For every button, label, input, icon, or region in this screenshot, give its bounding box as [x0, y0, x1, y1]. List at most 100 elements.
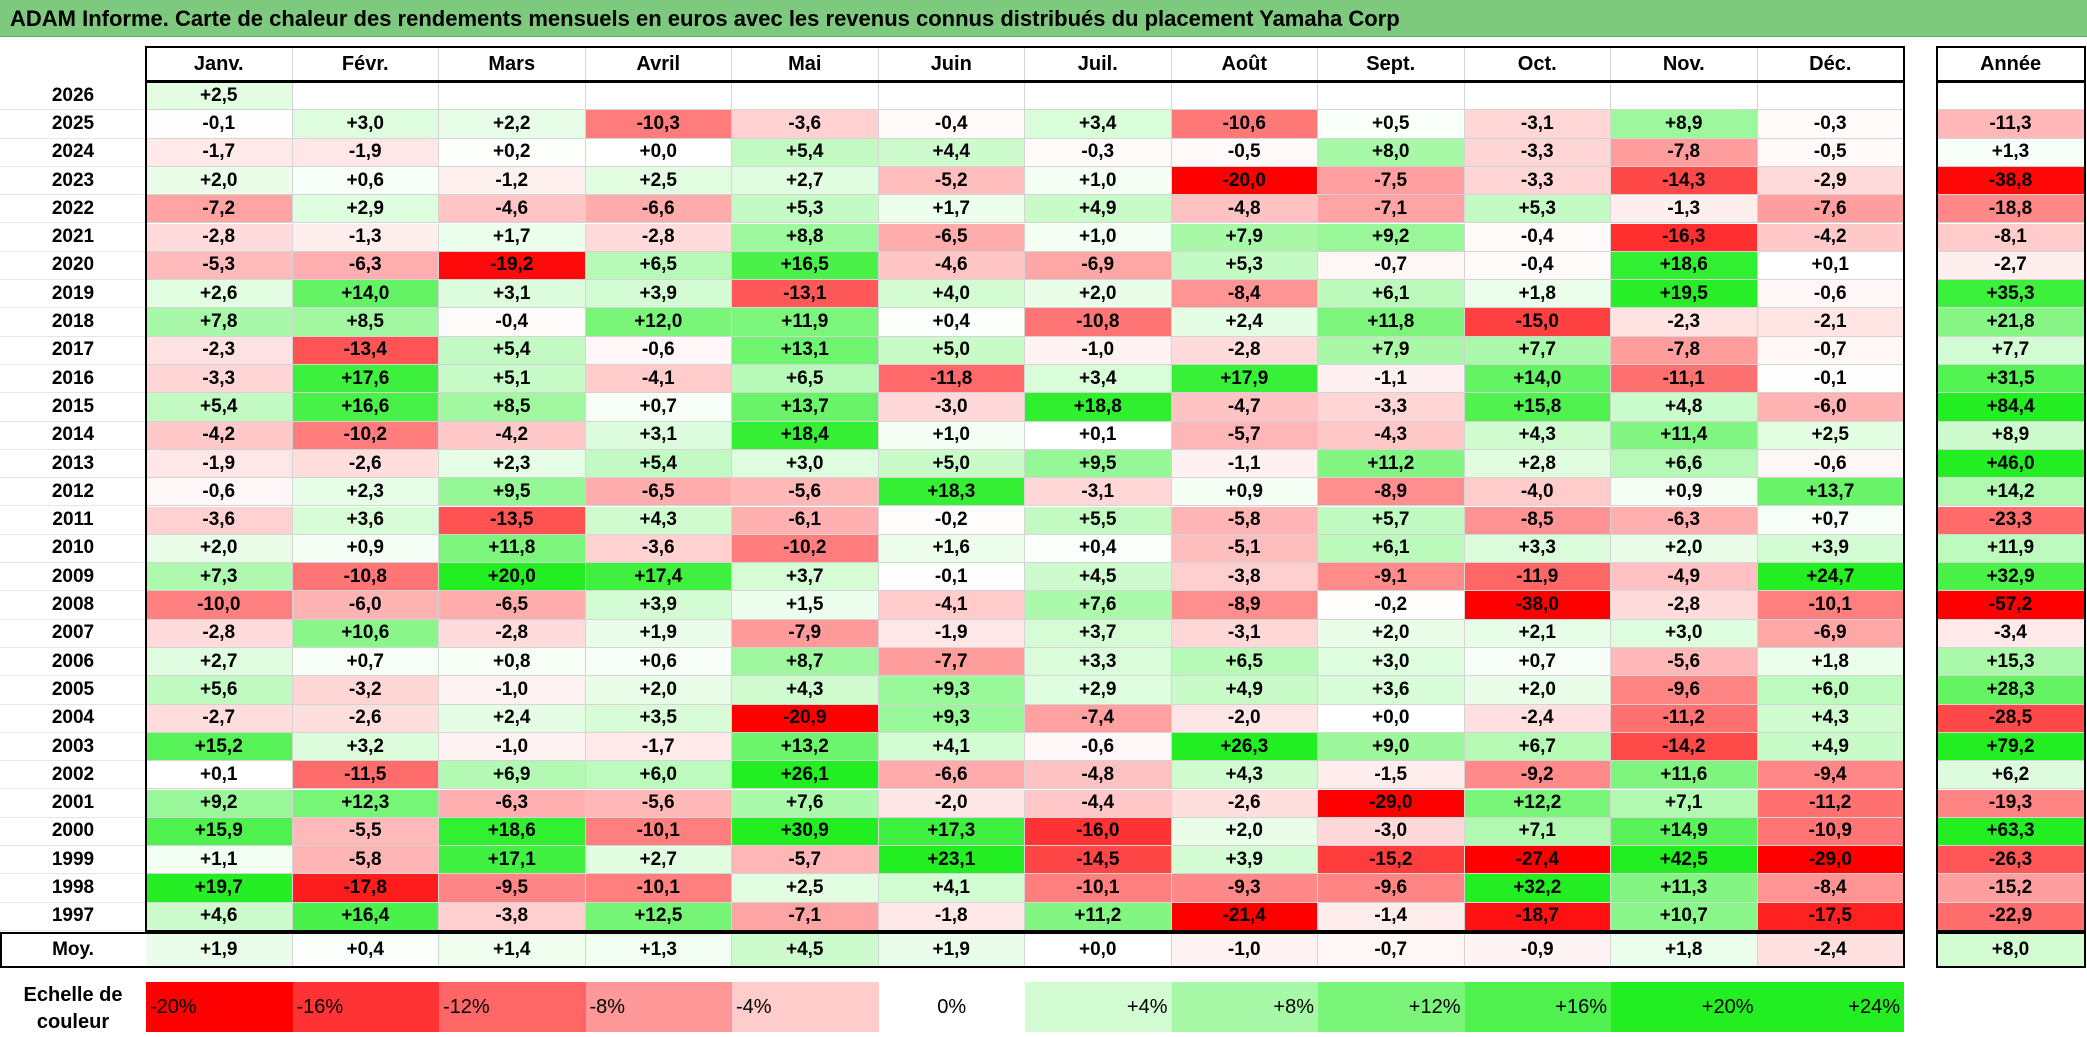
heatmap-cell: +2,5 [146, 82, 293, 111]
average-cell: -0,7 [1318, 934, 1465, 967]
heatmap-cell: -4,9 [1611, 563, 1758, 592]
average-cell: +1,8 [1611, 934, 1758, 967]
heatmap-cell: +5,0 [878, 449, 1025, 479]
annual-cell: +1,3 [1937, 138, 2085, 167]
heatmap-cell: -0,3 [1757, 110, 1904, 139]
heatmap-cell: +0,6 [585, 648, 732, 677]
heatmap-cell: +2,0 [1318, 619, 1465, 648]
heatmap-cell: -4,6 [878, 251, 1025, 281]
heatmap-cell: +13,7 [1757, 478, 1904, 507]
heatmap-cell: -5,6 [1611, 648, 1758, 677]
heatmap-cell: -5,3 [146, 251, 293, 281]
heatmap-cell: +0,7 [292, 648, 439, 677]
heatmap-cell: -4,8 [1171, 195, 1318, 224]
heatmap-cell: -11,2 [1611, 704, 1758, 733]
heatmap-cell: +4,1 [878, 874, 1025, 903]
heatmap-cell: -5,6 [585, 789, 732, 818]
heatmap-cell: -2,7 [146, 704, 293, 733]
heatmap-cell: +14,0 [1464, 365, 1611, 394]
heatmap-cell: +9,3 [878, 676, 1025, 705]
row-year-label: 2005 [0, 676, 146, 705]
heatmap-cell: -11,9 [1464, 563, 1611, 592]
heatmap-cell: +14,0 [292, 280, 439, 309]
heatmap-cell: +5,4 [146, 393, 293, 422]
heatmap-cell: +7,7 [1464, 336, 1611, 365]
row-year-label: 1997 [0, 902, 146, 931]
heatmap-cell: +3,6 [1318, 676, 1465, 705]
average-cell: +1,9 [878, 934, 1025, 967]
heatmap-cell: -14,2 [1611, 732, 1758, 762]
heatmap-cell: -9,2 [1464, 761, 1611, 790]
heatmap-cell: -13,4 [292, 336, 439, 365]
average-cell: -1,0 [1171, 934, 1318, 967]
heatmap-cell: +7,1 [1611, 789, 1758, 818]
row-year-label: 2003 [0, 732, 146, 762]
row-year-label: 2014 [0, 421, 146, 450]
heatmap-cell: -0,6 [1757, 280, 1904, 309]
heatmap-cell: -20,9 [732, 704, 879, 733]
heatmap-cell: +12,2 [1464, 789, 1611, 818]
heatmap-cell: +1,0 [878, 421, 1025, 450]
annual-cell: +6,2 [1937, 761, 2085, 790]
heatmap-cell: -1,7 [585, 732, 732, 762]
color-scale-swatch: -20% [146, 982, 293, 1032]
heatmap-cell: +12,5 [585, 902, 732, 931]
annual-cell: +15,3 [1937, 648, 2085, 677]
heatmap-cell: -7,5 [1318, 166, 1465, 196]
heatmap-cell: +15,9 [146, 817, 293, 847]
heatmap-cell: -0,1 [146, 110, 293, 139]
heatmap-cell: +5,4 [585, 449, 732, 479]
annual-cell: +7,7 [1937, 336, 2085, 365]
heatmap-cell: +8,0 [1318, 138, 1465, 167]
heatmap-cell: +3,4 [1025, 365, 1172, 394]
heatmap-cell: +3,4 [1025, 110, 1172, 139]
heatmap-cell: +2,7 [146, 648, 293, 677]
heatmap-cell: +2,2 [439, 110, 586, 139]
heatmap-cell: +1,6 [878, 534, 1025, 564]
heatmap-cell: -10,1 [585, 817, 732, 847]
heatmap-cell: -1,8 [878, 902, 1025, 931]
heatmap-cell: -18,7 [1464, 902, 1611, 931]
average-row-label: Moy. [0, 934, 146, 967]
heatmap-cell: -7,8 [1611, 138, 1758, 167]
month-header: Sept. [1318, 47, 1465, 82]
heatmap-cell: +4,1 [878, 732, 1025, 762]
heatmap-cell: +3,6 [292, 506, 439, 535]
heatmap-cell: -2,8 [1611, 591, 1758, 620]
heatmap-cell: +5,7 [1318, 506, 1465, 535]
heatmap-cell: +2,1 [1464, 619, 1611, 648]
month-header: Juil. [1025, 47, 1172, 82]
heatmap-cell: +5,3 [1171, 251, 1318, 281]
heatmap-cell: +5,1 [439, 365, 586, 394]
heatmap-cell: +4,3 [1757, 704, 1904, 733]
heatmap-cell: +18,8 [1025, 393, 1172, 422]
annual-cell: +28,3 [1937, 676, 2085, 705]
annual-cell: -19,3 [1937, 789, 2085, 818]
heatmap-cell: -21,4 [1171, 902, 1318, 931]
heatmap-cell: -17,5 [1757, 902, 1904, 931]
heatmap-cell: -10,3 [585, 110, 732, 139]
heatmap-cell: +2,6 [146, 280, 293, 309]
heatmap-cell: +3,9 [585, 591, 732, 620]
row-year-label: 2015 [0, 393, 146, 422]
row-year-label: 1998 [0, 874, 146, 903]
heatmap-cell: +2,0 [1025, 280, 1172, 309]
heatmap-cell: -19,2 [439, 251, 586, 281]
heatmap-cell: +4,9 [1757, 732, 1904, 762]
color-scale-swatch: -16% [292, 982, 439, 1032]
heatmap-cell: +17,3 [878, 817, 1025, 847]
heatmap-cell: +0,2 [439, 138, 586, 167]
heatmap-cell: +12,0 [585, 308, 732, 337]
year-column-header: Année [1937, 47, 2085, 82]
heatmap-cell: +8,8 [732, 223, 879, 252]
heatmap-cell: -1,2 [439, 166, 586, 196]
heatmap-cell: +5,4 [732, 138, 879, 167]
heatmap-cell: -7,8 [1611, 336, 1758, 365]
heatmap-cell: -4,2 [1757, 223, 1904, 252]
heatmap-cell: -1,9 [292, 138, 439, 167]
heatmap-cell: -2,8 [585, 223, 732, 252]
heatmap-cell: -3,8 [1171, 563, 1318, 592]
heatmap-cell: +1,0 [1025, 223, 1172, 252]
heatmap-cell: +14,9 [1611, 817, 1758, 847]
heatmap-cell [1757, 82, 1904, 111]
